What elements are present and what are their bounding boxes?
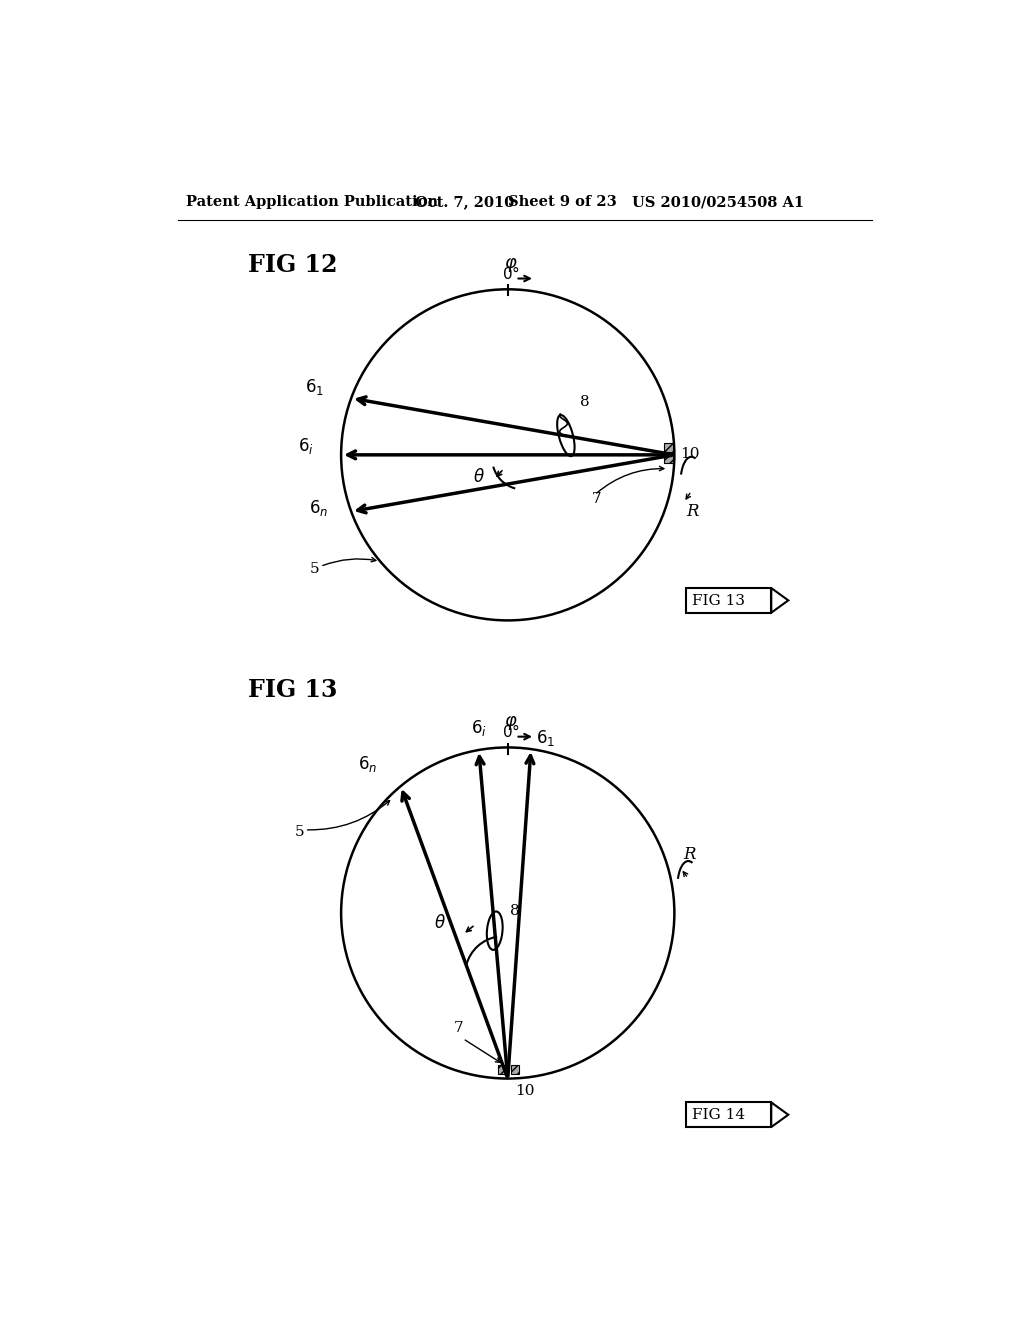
Bar xyxy=(686,589,771,612)
Text: 10: 10 xyxy=(681,447,700,461)
Text: 7: 7 xyxy=(592,491,601,506)
Bar xyxy=(511,1065,519,1074)
Text: $6_i$: $6_i$ xyxy=(471,718,487,738)
Text: $\varphi$: $\varphi$ xyxy=(504,714,517,731)
Text: 8: 8 xyxy=(580,396,590,409)
Text: $6_n$: $6_n$ xyxy=(308,498,328,517)
Bar xyxy=(686,1102,771,1127)
Text: $\theta$: $\theta$ xyxy=(473,467,484,486)
Text: FIG 13: FIG 13 xyxy=(248,678,338,702)
Text: 5: 5 xyxy=(295,825,304,840)
Text: FIG 12: FIG 12 xyxy=(248,253,338,277)
Text: 10: 10 xyxy=(515,1085,535,1098)
Bar xyxy=(499,1065,507,1074)
Text: R: R xyxy=(684,846,696,863)
Text: 5: 5 xyxy=(310,562,319,576)
Text: US 2010/0254508 A1: US 2010/0254508 A1 xyxy=(632,195,804,209)
Text: FIG 14: FIG 14 xyxy=(692,1109,745,1122)
Text: $6_1$: $6_1$ xyxy=(305,378,324,397)
Text: 7: 7 xyxy=(454,1022,463,1035)
Text: Oct. 7, 2010: Oct. 7, 2010 xyxy=(415,195,514,209)
Text: $6_n$: $6_n$ xyxy=(358,754,378,775)
Text: Patent Application Publication: Patent Application Publication xyxy=(186,195,438,209)
Bar xyxy=(664,442,673,451)
Text: $0°$: $0°$ xyxy=(502,264,519,281)
Text: Sheet 9 of 23: Sheet 9 of 23 xyxy=(508,195,616,209)
Text: R: R xyxy=(686,503,698,520)
Text: $6_i$: $6_i$ xyxy=(299,436,314,455)
Text: FIG 13: FIG 13 xyxy=(692,594,745,609)
Text: $0°$: $0°$ xyxy=(502,722,519,739)
Text: $6_1$: $6_1$ xyxy=(536,727,555,748)
Bar xyxy=(664,453,673,462)
Text: $\theta$: $\theta$ xyxy=(434,915,446,932)
Text: $\varphi$: $\varphi$ xyxy=(504,256,517,273)
Text: 8: 8 xyxy=(510,904,520,919)
